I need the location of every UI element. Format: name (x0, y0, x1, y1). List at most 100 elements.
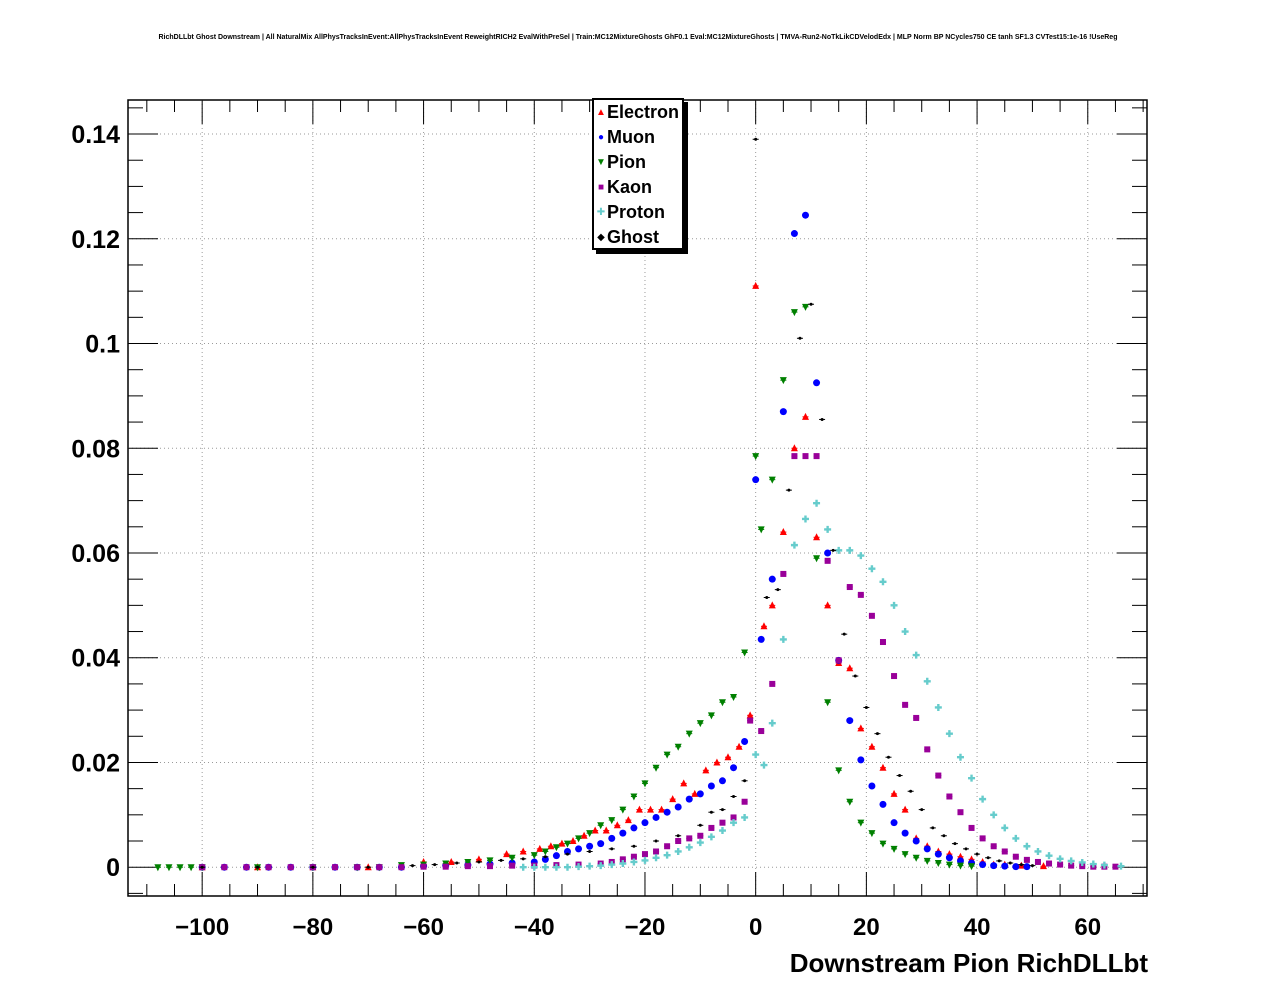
data-point (820, 417, 824, 421)
data-point (846, 546, 854, 554)
legend-label: Pion (607, 152, 646, 172)
data-point (835, 657, 842, 664)
data-point (912, 854, 920, 862)
y-tick-label: 0.12 (71, 226, 120, 254)
data-point (1023, 863, 1031, 871)
axis-ticks: −100 −80 −60 −40 −20 0 20 40 60 0 0.02 0.04 0.06 0.08… (71, 100, 1147, 941)
data-point (563, 840, 571, 848)
data-point (1008, 861, 1012, 865)
data-point (597, 840, 605, 848)
x-tick-label: −40 (514, 914, 555, 941)
x-tick-label: −80 (293, 914, 334, 941)
data-point (602, 826, 610, 834)
data-point (685, 730, 693, 738)
data-point (541, 863, 549, 871)
legend-label: Kaon (607, 177, 652, 197)
data-point (543, 855, 547, 859)
data-point (486, 857, 494, 865)
data-point (857, 819, 865, 827)
data-point (1001, 824, 1009, 832)
data-point (442, 863, 449, 870)
data-point (741, 649, 749, 657)
data-point (831, 548, 835, 552)
data-point (879, 763, 887, 771)
data-point (632, 844, 636, 848)
data-point (686, 835, 693, 842)
data-point (813, 453, 820, 460)
data-point (265, 864, 272, 871)
data-point (1046, 860, 1053, 867)
data-point (746, 711, 754, 719)
y-tick-label: 0.1 (85, 331, 120, 359)
data-point (920, 808, 924, 812)
series-proton (519, 499, 1125, 871)
data-point (669, 795, 677, 803)
data-point (768, 476, 776, 484)
data-point (654, 839, 658, 843)
data-point (779, 528, 787, 536)
data-point (779, 408, 787, 416)
data-point (979, 835, 986, 842)
data-point (685, 843, 693, 851)
data-point (707, 833, 715, 841)
data-point (730, 819, 738, 827)
data-point (1057, 861, 1064, 868)
data-point (630, 824, 638, 832)
data-point (256, 865, 260, 869)
data-point (801, 515, 809, 523)
data-point (934, 703, 942, 711)
legend-item-proton: ✚ Proton (594, 200, 665, 225)
data-point (713, 758, 721, 766)
data-point (868, 782, 876, 790)
data-point (990, 811, 998, 819)
data-point (696, 790, 704, 798)
data-point (743, 779, 747, 783)
legend-label: Ghost (607, 227, 659, 247)
data-point (619, 860, 627, 868)
data-point (813, 533, 821, 541)
data-point (957, 809, 964, 816)
data-point (641, 856, 649, 864)
data-point (975, 852, 979, 856)
data-point (968, 863, 976, 871)
data-point (801, 412, 809, 420)
data-point (760, 622, 768, 630)
data-point (752, 751, 760, 759)
data-point (530, 863, 538, 871)
data-point (613, 821, 621, 829)
data-point (890, 845, 898, 853)
x-tick-label: 20 (853, 914, 880, 941)
data-point (1001, 848, 1008, 855)
data-point (1034, 847, 1042, 855)
data-point (1023, 842, 1031, 850)
data-point (1089, 860, 1097, 868)
data-point (221, 864, 228, 871)
data-point (569, 837, 577, 845)
data-point (942, 834, 946, 838)
data-point (868, 612, 875, 619)
data-point (968, 774, 976, 782)
data-point (630, 858, 638, 866)
data-point (1045, 852, 1053, 860)
data-point (735, 742, 743, 750)
data-point (901, 829, 909, 837)
data-point (835, 546, 843, 554)
data-point (641, 780, 649, 788)
data-point (809, 302, 813, 306)
data-point (1019, 863, 1023, 867)
data-point (732, 795, 736, 798)
data-point (1056, 855, 1064, 863)
data-point (552, 844, 560, 852)
data-point (519, 863, 527, 871)
data-point (680, 779, 688, 787)
data-point (757, 526, 765, 534)
data-point (776, 588, 780, 592)
data-point (741, 813, 749, 821)
data-point (664, 843, 671, 850)
data-point (720, 808, 724, 812)
y-tick-label: 0.04 (71, 645, 120, 673)
data-point (901, 805, 909, 813)
data-point (702, 766, 710, 774)
data-point (691, 789, 699, 797)
data-point (332, 864, 339, 871)
